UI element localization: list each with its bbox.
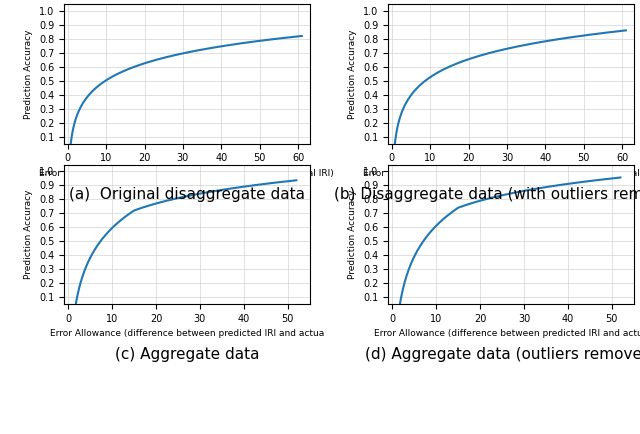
Text: (c) Aggregate data: (c) Aggregate data [115, 347, 259, 362]
X-axis label: Error Allowance (difference between predicted IRI and actual IRI): Error Allowance (difference between pred… [364, 169, 640, 178]
Text: (d) Aggregate data (outliers removed): (d) Aggregate data (outliers removed) [365, 347, 640, 362]
Text: (b) Disaggregate data (with outliers removed): (b) Disaggregate data (with outliers rem… [335, 187, 640, 202]
X-axis label: Error Allowance (difference between predicted IRI and actua: Error Allowance (difference between pred… [50, 329, 324, 338]
X-axis label: Error Allowance (difference between predicted IRI and actual IRI): Error Allowance (difference between pred… [40, 169, 334, 178]
X-axis label: Error Allowance (difference between predicted IRI and actua: Error Allowance (difference between pred… [374, 329, 640, 338]
Y-axis label: Prediction Accuracy: Prediction Accuracy [24, 189, 33, 279]
Y-axis label: Prediction Accuracy: Prediction Accuracy [24, 29, 33, 119]
Text: (a)  Original disaggregate data: (a) Original disaggregate data [68, 187, 305, 202]
Y-axis label: Prediction Accuracy: Prediction Accuracy [348, 189, 357, 279]
Y-axis label: Prediction Accuracy: Prediction Accuracy [348, 29, 357, 119]
